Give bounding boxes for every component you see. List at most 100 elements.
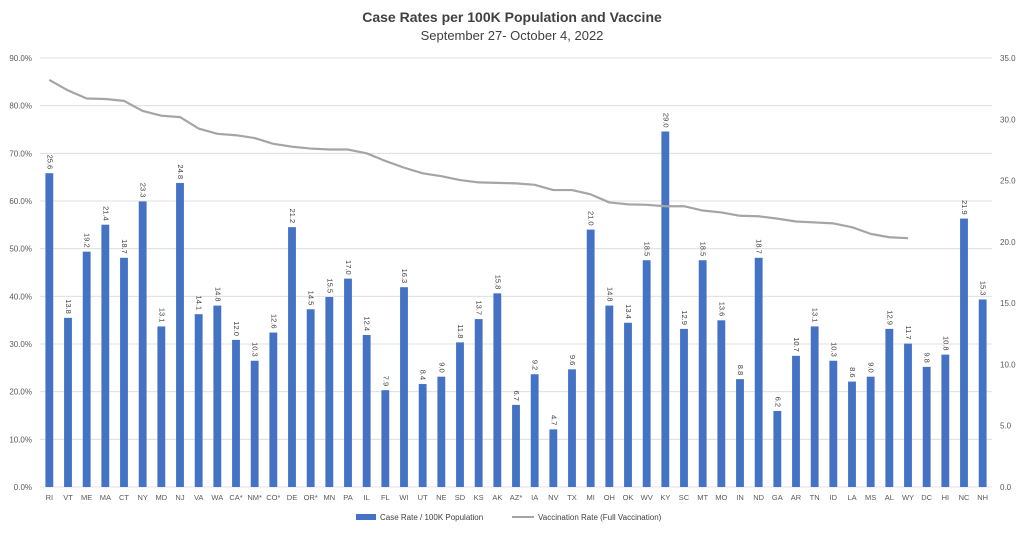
bar (530, 374, 539, 487)
bar (344, 278, 352, 487)
bar (512, 404, 520, 487)
bar (866, 376, 875, 487)
bar-data-label: 7.9 (381, 376, 390, 386)
bar-data-label: 18.7 (120, 239, 129, 254)
category-label: KY (660, 493, 670, 502)
bar (848, 381, 856, 487)
right-tick-label: 15.0 (1000, 299, 1016, 308)
bar-data-label: 17.0 (344, 260, 353, 275)
left-tick-label: 70.0% (9, 149, 32, 158)
right-tick-label: 20.0 (1000, 238, 1016, 247)
bar-data-label: 18.7 (755, 239, 764, 254)
bar-data-label: 19.2 (83, 233, 92, 248)
bar-data-label: 24.8 (176, 164, 185, 179)
category-label: MI (586, 493, 594, 502)
category-label: NJ (175, 493, 184, 502)
bar (624, 322, 632, 487)
bar-data-label: 9.6 (568, 355, 577, 365)
bar (176, 183, 184, 487)
bar-data-label: 10.7 (792, 337, 801, 352)
legend: Case Rate / 100K Population Vaccination … (356, 513, 662, 522)
left-tick-label: 30.0% (9, 340, 32, 349)
category-label: GA (772, 493, 783, 502)
bar (754, 257, 763, 487)
left-tick-label: 40.0% (9, 292, 32, 301)
bar-data-label: 13.7 (475, 300, 484, 315)
category-label: DE (287, 493, 297, 502)
bar (941, 354, 950, 487)
category-label: WY (902, 493, 914, 502)
category-label: MD (155, 493, 167, 502)
category-label: OH (604, 493, 615, 502)
category-label: WI (399, 493, 408, 502)
category-label: RI (46, 493, 54, 502)
category-label: SC (679, 493, 690, 502)
category-label: CT (119, 493, 129, 502)
right-tick-label: 5.0 (1000, 422, 1012, 431)
bar-data-label: 10.3 (251, 342, 260, 357)
left-tick-label: 10.0% (9, 435, 32, 444)
category-label: MA (100, 493, 111, 502)
bar (82, 251, 91, 487)
legend-label-bar: Case Rate / 100K Population (380, 513, 483, 522)
bar-data-label: 4.7 (549, 415, 558, 425)
category-label: HI (942, 493, 950, 502)
bar (922, 366, 931, 487)
bar (493, 293, 502, 487)
category-label: LA (847, 493, 856, 502)
bar (904, 343, 912, 487)
category-label: NC (959, 493, 970, 502)
category-label: ND (753, 493, 764, 502)
vaccination-line (48, 78, 909, 240)
left-tick-label: 0.0% (14, 483, 32, 492)
category-label: TN (810, 493, 820, 502)
bar-data-label: 23.3 (139, 183, 148, 198)
bar-data-label: 8.6 (848, 367, 857, 377)
category-label: FL (381, 493, 390, 502)
bar (437, 376, 446, 487)
bar-data-label: 18.5 (699, 242, 708, 257)
line-series (48, 78, 909, 240)
bar-data-label: 21.0 (587, 211, 596, 226)
bar-data-label: 8.4 (419, 370, 428, 380)
left-tick-label: 20.0% (9, 388, 32, 397)
right-tick-label: 30.0 (1000, 115, 1016, 124)
bar (64, 317, 72, 487)
bar (642, 260, 651, 487)
bar-data-label: 18.5 (643, 242, 652, 257)
category-label: VA (194, 493, 203, 502)
bar (194, 314, 203, 487)
bar (120, 257, 128, 487)
bar (362, 335, 371, 487)
bar-data-label: 10.8 (941, 336, 950, 351)
category-label: AZ* (510, 493, 523, 502)
bar (381, 390, 390, 487)
category-label: MO (715, 493, 727, 502)
category-label: WA (211, 493, 223, 502)
bar-data-label: 15.5 (325, 278, 334, 293)
bar (306, 309, 315, 487)
bar-data-label: 16.3 (400, 269, 409, 284)
category-label: IL (364, 493, 370, 502)
bar (829, 360, 838, 487)
category-label: SD (455, 493, 466, 502)
x-axis-categories: RI VT ME MA CT NY MD NJ VA WA CA* NM* CO* DE OR* MN PA IL… (46, 493, 989, 502)
category-label: OR* (304, 493, 318, 502)
category-label: WV (641, 493, 653, 502)
bar-data-label: 11.7 (904, 326, 913, 340)
bar-data-label: 13.6 (717, 302, 726, 317)
bar (698, 260, 707, 487)
category-label: MS (865, 493, 876, 502)
bar-data-label: 13.1 (157, 308, 166, 323)
bar (456, 342, 464, 487)
bar-data-label: 15.3 (979, 281, 988, 296)
category-label: IN (736, 493, 744, 502)
bar-data-label: 14.8 (605, 287, 614, 302)
bar-data-label: 13.1 (811, 308, 820, 323)
category-label: NE (436, 493, 446, 502)
right-tick-label: 10.0 (1000, 360, 1016, 369)
left-tick-label: 80.0% (9, 102, 32, 111)
category-label: AR (791, 493, 802, 502)
legend-swatch-bar (356, 514, 376, 520)
